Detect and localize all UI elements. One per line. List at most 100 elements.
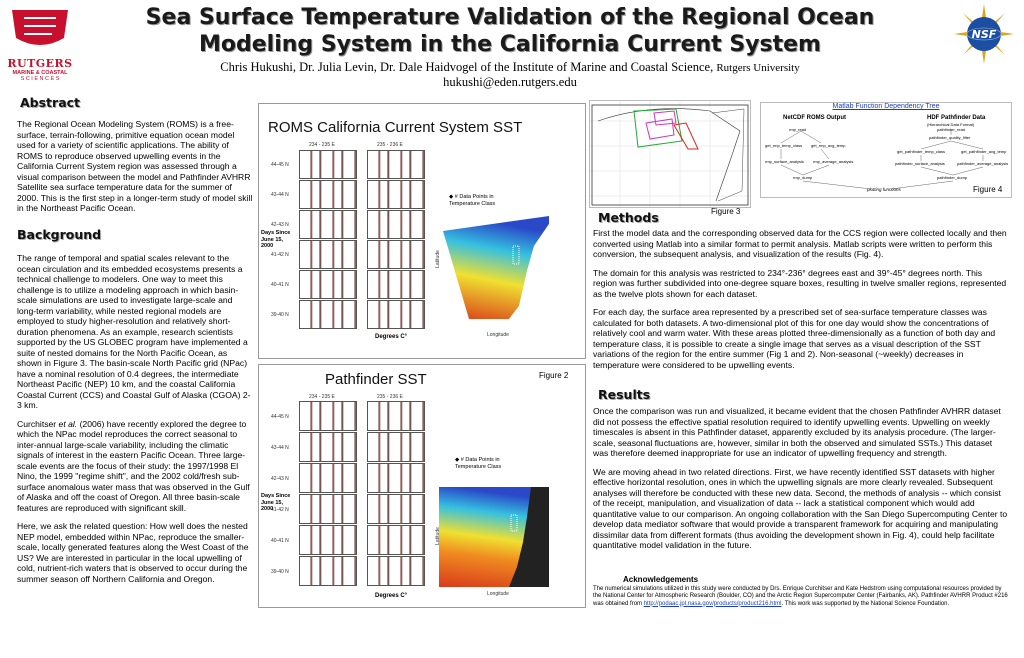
figure4-left-header: NetCDF ROMS Output bbox=[783, 115, 846, 121]
sst-class-panel bbox=[367, 556, 425, 586]
figure1-map bbox=[439, 216, 549, 319]
figure2-col1-header: 234 - 235 E bbox=[309, 394, 335, 400]
abstract-text: The Regional Ocean Modeling System (ROMS… bbox=[17, 119, 253, 213]
rutgers-logo: RUTGERS MARINE & COASTAL S C I E N C E S bbox=[6, 8, 74, 82]
sst-class-panel bbox=[367, 270, 425, 299]
sst-class-panel bbox=[299, 210, 357, 239]
fig4-node-pf-filter: pathfinder_quality_filter bbox=[929, 135, 971, 140]
legend-marker-icon: ◆ bbox=[455, 457, 460, 463]
sst-class-panel bbox=[299, 270, 357, 299]
nsf-globe-icon bbox=[954, 4, 1014, 64]
figure4-diagram: Matlab Function Dependency Tree NetCDF R… bbox=[760, 102, 1012, 198]
sst-class-panel bbox=[299, 556, 357, 586]
sst-class-panel bbox=[299, 525, 357, 555]
figure4-label: Figure 4 bbox=[973, 185, 1003, 194]
sst-class-panel bbox=[367, 180, 425, 209]
authors: Chris Hukushi, Dr. Julia Levin, Dr. Dale… bbox=[220, 60, 714, 74]
methods-p1: First the model data and the correspondi… bbox=[593, 228, 1007, 259]
methods-p2: The domain for this analysis was restric… bbox=[593, 267, 1007, 299]
results-p1: Once the comparison was run and visualiz… bbox=[593, 406, 1001, 458]
abstract-heading: Abstract bbox=[20, 95, 81, 110]
fig4-node-rmp-read: rmp_read bbox=[789, 127, 807, 132]
figure2-map-xlabel: Longitude bbox=[487, 591, 509, 597]
methods-p3: For each day, the surface area represent… bbox=[593, 307, 996, 370]
fig4-node-pf-surface: pathfinder_surface_analysis bbox=[895, 161, 945, 166]
sst-class-panel bbox=[299, 494, 357, 524]
sst-class-panel bbox=[367, 432, 425, 462]
figure2-legend: ◆ # Data Points in Temperature Class bbox=[455, 457, 502, 470]
fig4-node-rmp-dump: rmp_dump bbox=[793, 175, 813, 180]
background-p2: Curchitser et al. (2006) have recently e… bbox=[17, 418, 250, 513]
sst-class-panel bbox=[367, 401, 425, 431]
figure2-label: Figure 2 bbox=[539, 371, 569, 380]
sst-class-panel bbox=[299, 240, 357, 269]
sst-class-panel bbox=[299, 463, 357, 493]
figure4-right-header: HDF Pathfinder Data bbox=[927, 115, 986, 121]
sst-class-panel bbox=[299, 401, 357, 431]
figure2-col2-header: 235 - 236 E bbox=[377, 394, 403, 400]
sst-class-panel bbox=[367, 300, 425, 329]
sst-class-panel bbox=[367, 240, 425, 269]
background-body: The range of temporal and spatial scales… bbox=[17, 253, 253, 592]
figure1-map-xlabel: Longitude bbox=[487, 332, 509, 338]
pathfinder-product-link[interactable]: http://podaac.jpl.nasa.gov/products/prod… bbox=[643, 600, 782, 607]
row-label: 39-40 N bbox=[271, 568, 289, 575]
fig4-node-pf-average: pathfinder_average_analysis bbox=[957, 161, 1009, 166]
sst-class-panel bbox=[367, 210, 425, 239]
fig4-node-pf-dump: pathfinder_dump bbox=[937, 175, 968, 180]
sst-class-panel bbox=[299, 180, 357, 209]
figure2-yaxis-label: Days Since June 15, 2000 bbox=[261, 493, 291, 512]
row-label: 40-41 N bbox=[271, 282, 289, 288]
figure1-xaxis-label: Degrees C° bbox=[375, 334, 408, 340]
rutgers-shield-icon bbox=[12, 10, 68, 45]
figure2-panel: Pathfinder SST Figure 2 234 - 235 E 235 … bbox=[258, 364, 586, 608]
results-body: Once the comparison was run and visualiz… bbox=[593, 406, 1008, 559]
row-label: 39-40 N bbox=[271, 312, 289, 318]
figure1-yaxis-label: Days Since June 15, 2000 bbox=[261, 230, 291, 249]
row-label: 41-42 N bbox=[271, 252, 289, 258]
authors-block: Chris Hukushi, Dr. Julia Levin, Dr. Dale… bbox=[90, 60, 930, 89]
fig4-node-rmp-average: rmp_average_analysis bbox=[813, 159, 854, 164]
results-heading: Results bbox=[598, 387, 651, 402]
sst-class-panel bbox=[299, 150, 357, 179]
fig4-node-rmp-avg-temp: get_rmp_avg_temp bbox=[811, 143, 846, 148]
fig4-node-rmp-temp-class: get_rmp_temp_class bbox=[765, 143, 803, 148]
figure2-map bbox=[439, 487, 549, 587]
nsf-label: NSF bbox=[971, 28, 997, 41]
figure3-map bbox=[589, 100, 751, 208]
row-label: 42-43 N bbox=[271, 222, 289, 228]
poster-title: Sea Surface Temperature Validation of th… bbox=[90, 4, 930, 58]
background-p1: The range of temporal and spatial scales… bbox=[17, 253, 251, 410]
fig4-node-pf-temp-class: get_pathfinder_temp_class bbox=[897, 149, 946, 154]
background-p3: Here, we ask the related question: How w… bbox=[17, 521, 249, 584]
fig4-node-pf-avg-temp: get_pathfinder_avg_temp bbox=[961, 149, 1007, 154]
row-label: 41-42 N bbox=[271, 506, 289, 513]
sst-class-panel bbox=[367, 525, 425, 555]
ack-heading: Acknowledgements bbox=[623, 575, 699, 584]
rutgers-name: RUTGERS bbox=[7, 57, 73, 70]
figure1-legend: ◆ # Data Points in Temperature Class bbox=[449, 194, 496, 207]
row-label: 44-45 N bbox=[271, 413, 289, 420]
university: Rutgers University bbox=[716, 62, 800, 74]
figure4-right-sub: (Hierarchical Data Format) bbox=[927, 122, 975, 127]
figure2-map-ylabel: Latitude bbox=[434, 527, 441, 545]
figure2-title: Pathfinder SST bbox=[325, 371, 427, 388]
figure4-connectors bbox=[780, 129, 984, 190]
fig4-node-pf-read: pathfinder_read bbox=[937, 127, 966, 132]
ack-body: The numerical simulations utilized in th… bbox=[593, 586, 1008, 607]
title-line-2: Modeling System in the California Curren… bbox=[199, 32, 821, 57]
methods-heading: Methods bbox=[598, 210, 659, 225]
figure2-xaxis-label: Degrees C° bbox=[375, 593, 408, 599]
sst-class-panel bbox=[367, 463, 425, 493]
sst-class-panel bbox=[367, 494, 425, 524]
results-p2: We are moving ahead in two related direc… bbox=[593, 466, 1008, 551]
row-label: 42-43 N bbox=[271, 475, 289, 482]
figure3-label: Figure 3 bbox=[711, 207, 741, 216]
author-email: hukushi@eden.rutgers.edu bbox=[443, 75, 577, 89]
fig4-node-rmp-surface: rmp_surface_analysis bbox=[765, 159, 804, 164]
legend-marker-icon: ◆ bbox=[449, 194, 454, 200]
row-label: 43-44 N bbox=[271, 192, 289, 198]
background-heading: Background bbox=[17, 227, 102, 242]
fig4-node-plotting: plotting functions bbox=[867, 187, 901, 192]
rutgers-sub1: MARINE & COASTAL bbox=[12, 70, 68, 76]
